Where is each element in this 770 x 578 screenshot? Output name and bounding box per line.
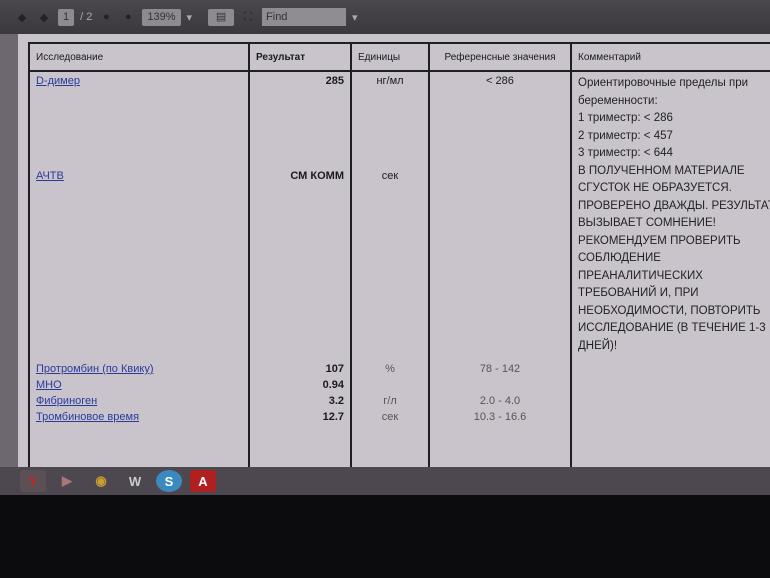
header-test: Исследование bbox=[28, 42, 250, 72]
comment-line: 2 триместр: < 457 bbox=[578, 129, 673, 142]
test-link[interactable]: АЧТВ bbox=[36, 170, 64, 183]
comment-line: 3 триместр: < 644 bbox=[578, 147, 673, 159]
screen: ◆ ◆ 1 / 2 ● ● 139% ▾ ▤ ⛶ Find ▾ Исследов… bbox=[0, 0, 770, 495]
test-link[interactable]: Тромбиновое время bbox=[36, 411, 140, 423]
table-row: АЧТВ СМ КОММ сек bbox=[28, 167, 770, 358]
unit-value bbox=[358, 377, 422, 393]
test-link[interactable]: D-димер bbox=[36, 75, 80, 87]
yandex-icon[interactable]: Y bbox=[20, 470, 46, 492]
result-value: 0.94 bbox=[322, 379, 344, 391]
pdf-toolbar: ◆ ◆ 1 / 2 ● ● 139% ▾ ▤ ⛶ Find ▾ bbox=[0, 0, 770, 34]
table-row: D-димер 285 нг/мл < 286 Ориентировочные … bbox=[28, 71, 770, 358]
prev-page-icon[interactable]: ◆ bbox=[17, 11, 27, 24]
reference-value: < 286 bbox=[428, 71, 572, 168]
unit-value: сек bbox=[350, 167, 430, 358]
result-value: 107 bbox=[325, 363, 344, 375]
zoom-input[interactable]: 139% bbox=[142, 8, 181, 26]
test-link[interactable]: МНО bbox=[36, 379, 62, 391]
skype-icon[interactable]: S bbox=[156, 470, 182, 492]
unit-value: % bbox=[385, 363, 395, 375]
zoom-dropdown-icon[interactable]: ▾ bbox=[186, 11, 193, 24]
comment-line: Ориентировочные пределы при беременности… bbox=[578, 77, 749, 107]
result-value: СМ КОММ bbox=[248, 167, 352, 358]
page-number-input[interactable]: 1 bbox=[58, 8, 75, 26]
reference-value bbox=[428, 167, 572, 358]
next-page-icon[interactable]: ◆ bbox=[39, 11, 49, 24]
result-value: 12.7 bbox=[322, 411, 344, 423]
unit-value: нг/мл bbox=[350, 71, 430, 168]
comment-line: 1 триместр: < 286 bbox=[578, 112, 673, 124]
find-input[interactable]: Find bbox=[262, 8, 347, 26]
chrome-icon[interactable]: ◉ bbox=[95, 473, 107, 488]
taskbar: Y ▶ ◉ W S A bbox=[0, 467, 770, 495]
media-player-icon[interactable]: ▶ bbox=[62, 473, 72, 488]
zoom-in-icon[interactable]: ● bbox=[125, 11, 132, 23]
reference-value: 10.3 - 16.6 bbox=[473, 411, 527, 423]
result-value: 3.2 bbox=[328, 395, 344, 407]
header-result: Результат bbox=[248, 42, 352, 72]
unit-value: сек bbox=[381, 411, 399, 423]
table-row: Протромбин (по Квику) МНО Фибриноген Тро… bbox=[28, 358, 770, 478]
comment-cell: Ориентировочные пределы при беременности… bbox=[570, 71, 770, 358]
results-table: Исследование Результат Единицы Референсн… bbox=[28, 42, 770, 478]
pdf-page: Исследование Результат Единицы Референсн… bbox=[18, 34, 770, 478]
reference-value bbox=[436, 377, 564, 393]
test-link[interactable]: Фибриноген bbox=[36, 395, 98, 407]
header-units: Единицы bbox=[350, 42, 430, 72]
unit-value: г/л bbox=[383, 395, 397, 407]
zoom-out-icon[interactable]: ● bbox=[103, 11, 110, 23]
find-dropdown-icon[interactable]: ▾ bbox=[352, 11, 358, 24]
fit-page-icon[interactable]: ⛶ bbox=[244, 10, 252, 23]
reference-value: 78 - 142 bbox=[479, 363, 521, 375]
pdf-reader-icon[interactable]: A bbox=[190, 470, 216, 492]
page-view-icon[interactable]: ▤ bbox=[208, 8, 235, 26]
comment-cell-empty bbox=[570, 358, 770, 478]
page-total: / 2 bbox=[80, 11, 93, 23]
test-link[interactable]: Протромбин (по Квику) bbox=[36, 363, 154, 375]
header-comment: Комментарий bbox=[570, 42, 770, 72]
result-value: 285 bbox=[248, 71, 352, 168]
world-of-tanks-icon[interactable]: W bbox=[128, 473, 142, 489]
comment-aptt: В ПОЛУЧЕННОМ МАТЕРИАЛЕ СГУСТОК НЕ ОБРАЗУ… bbox=[578, 164, 770, 352]
header-reference: Референсные значения bbox=[428, 42, 572, 72]
reference-value: 2.0 - 4.0 bbox=[479, 395, 521, 407]
